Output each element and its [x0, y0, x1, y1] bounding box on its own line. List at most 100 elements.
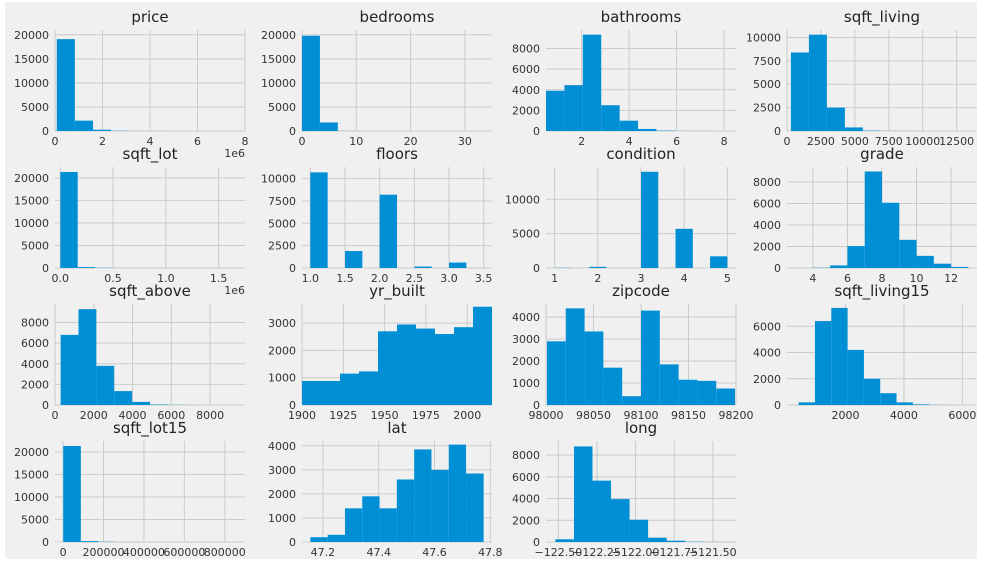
y-tick-label: 15000 [261, 53, 296, 66]
y-tick-label: 0 [42, 536, 49, 549]
y-tick-label: 7500 [753, 55, 781, 68]
grade-histogram-panel: grade 0 2000 4000 6000 8000 4 6 8 10 12 [753, 145, 977, 285]
bedrooms-histogram-panel: bedrooms 0 5000 10000 15000 20000 0 10 20 30 [261, 8, 492, 148]
x-tick-label: 47.8 [478, 546, 503, 559]
y-tick-label: 0 [289, 262, 296, 275]
histogram-bar [327, 534, 345, 542]
x-tick-label: 400000 [123, 546, 165, 559]
panel-title: grade [860, 145, 904, 163]
x-tick-label: 10 [349, 135, 363, 148]
x-tick-label: 47.6 [422, 546, 447, 559]
x-tick-label: 12500 [939, 135, 974, 148]
y-tick-label: 15000 [14, 194, 49, 207]
histogram-bar [93, 129, 112, 131]
x-tick-label: 0 [52, 409, 59, 422]
histogram-bar [666, 540, 686, 542]
x-tick-label: 4000 [890, 409, 918, 422]
histogram-bar [74, 120, 93, 131]
histogram-bar [573, 446, 593, 542]
histogram-bars [546, 34, 731, 131]
x-tick-label: 4 [147, 135, 154, 148]
y-tick-label: 4000 [753, 219, 781, 232]
histogram-bar [414, 266, 432, 268]
panel-title: bedrooms [360, 8, 435, 26]
x-tick-label: 1925 [329, 409, 357, 422]
long-histogram-panel: long 0 2000 4000 6000 8000 −122.50−122.25−122.… [512, 419, 737, 559]
y-tick-label: 0 [42, 262, 49, 275]
x-tick-label: 3 [638, 272, 645, 285]
histogram-bar [302, 35, 320, 131]
x-tick-label: 1 [551, 272, 558, 285]
histogram-bar [564, 85, 583, 131]
y-tick-label: 6000 [512, 63, 540, 76]
y-tick-label: 4000 [753, 347, 781, 360]
x-tick-label: 98200 [719, 409, 754, 422]
histogram-bar [546, 341, 566, 405]
x-tick-label: 200000 [83, 546, 125, 559]
y-tick-label: 0 [774, 262, 781, 275]
y-tick-label: 2000 [753, 373, 781, 386]
histogram-bar [622, 396, 641, 405]
y-tick-label: 0 [289, 399, 296, 412]
y-tick-label: 8000 [512, 43, 540, 56]
y-tick-label: 5000 [268, 101, 296, 114]
histogram-bar [582, 34, 602, 131]
y-tick-label: 20000 [14, 172, 49, 185]
x-tick-label: 1.0 [302, 272, 320, 285]
histogram-bar [449, 262, 467, 268]
x-tick-label: 98100 [624, 409, 659, 422]
x-tick-label: 98050 [576, 409, 611, 422]
sqft-living15-histogram-panel: sqft_living15 0 2000 4000 6000 2000 4000 6000 [753, 282, 977, 422]
x-tick-label: 1950 [371, 409, 399, 422]
histogram-bar [912, 404, 930, 405]
histogram-bars [546, 308, 736, 405]
panel-title: sqft_lot [123, 145, 178, 164]
x-tick-label: 800000 [204, 546, 246, 559]
histogram-bar [847, 349, 864, 405]
histogram-bar [397, 324, 416, 405]
histogram-bars [310, 172, 484, 268]
y-tick-label: 0 [289, 125, 296, 138]
histogram-bar [716, 388, 736, 405]
y-tick-label: 0 [42, 399, 49, 412]
histogram-bar [880, 393, 897, 405]
histogram-bar [435, 334, 454, 405]
x-tick-label: 1900 [288, 409, 316, 422]
axis-offset-label: 1e6 [224, 147, 245, 160]
zipcode-histogram-panel: zipcode 0 1000 2000 3000 4000 98000 98050 98100 9… [512, 282, 754, 422]
y-tick-label: 0 [533, 262, 540, 275]
y-tick-label: 6000 [21, 337, 49, 350]
histogram-bar [638, 128, 657, 131]
histogram-bar [863, 378, 881, 405]
y-tick-label: 8000 [512, 449, 540, 462]
y-tick-label: 2000 [753, 241, 781, 254]
x-tick-label: 1.0 [157, 272, 175, 285]
histogram-bar [864, 171, 882, 268]
histogram-bar [321, 380, 340, 405]
x-tick-label: 3.0 [440, 272, 458, 285]
histogram-bar [844, 127, 863, 131]
histogram-bars [555, 446, 736, 542]
histogram-bar [379, 508, 397, 542]
y-tick-label: 6000 [753, 320, 781, 333]
histogram-bar [340, 373, 359, 405]
histogram-bar [951, 266, 969, 268]
x-tick-label: 1975 [412, 409, 440, 422]
histogram-bar [629, 519, 649, 542]
y-tick-label: 10000 [505, 193, 540, 206]
histogram-bar [882, 202, 900, 268]
histogram-bar [830, 265, 848, 268]
histogram-bar [416, 328, 435, 405]
x-tick-label: 2000 [80, 409, 108, 422]
y-tick-label: 0 [533, 536, 540, 549]
y-tick-label: 0 [289, 536, 296, 549]
y-tick-label: 20000 [14, 446, 49, 459]
histogram-bar [431, 469, 449, 542]
histogram-bar [344, 251, 363, 268]
y-tick-label: 10000 [14, 77, 49, 90]
histogram-bar [619, 120, 639, 131]
x-tick-label: 7500 [875, 135, 903, 148]
